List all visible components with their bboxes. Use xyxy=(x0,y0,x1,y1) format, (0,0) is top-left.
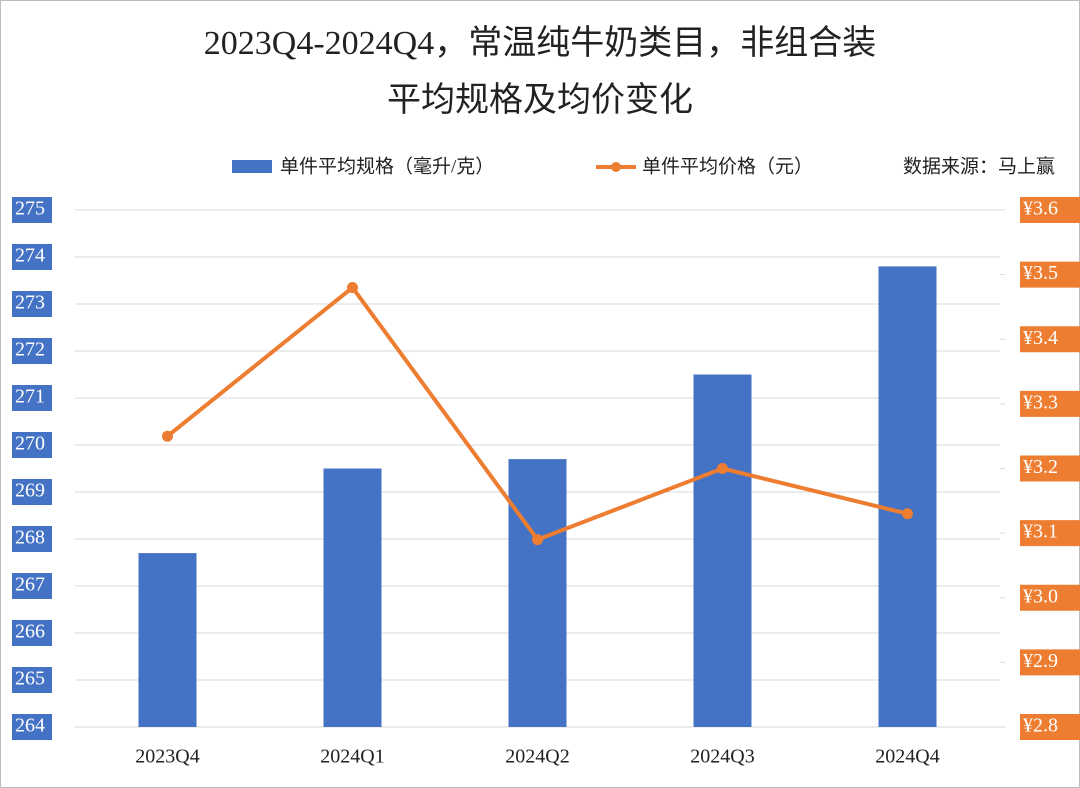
y-tick-label: 270 xyxy=(15,433,45,455)
y-tick-box xyxy=(12,385,52,411)
y-tick-label: 267 xyxy=(15,574,45,596)
y2-tick-label: ¥3.6 xyxy=(1023,198,1058,220)
y-tick-label: 268 xyxy=(15,527,45,549)
y-tick-box xyxy=(12,714,52,740)
y2-tick-box xyxy=(1020,197,1080,223)
y2-tick-label: ¥3.4 xyxy=(1023,327,1058,349)
y-tick-label: 265 xyxy=(15,668,45,690)
line-marker xyxy=(717,463,728,474)
y-tick-box xyxy=(12,479,52,505)
y2-tick-label: ¥2.8 xyxy=(1023,715,1058,737)
y-tick-box xyxy=(12,338,52,364)
y-tick-box xyxy=(12,573,52,599)
line-marker xyxy=(162,430,173,442)
y2-tick-label: ¥3.1 xyxy=(1023,521,1058,543)
y-tick-label: 274 xyxy=(15,245,45,267)
y-tick-box xyxy=(12,291,52,317)
y-tick-label: 266 xyxy=(15,621,45,643)
y2-tick-label: ¥3.0 xyxy=(1023,585,1058,607)
y-tick-label: 269 xyxy=(15,480,45,502)
y-tick-label: 271 xyxy=(15,386,45,408)
y-tick-box xyxy=(12,244,52,270)
x-tick-label: 2024Q1 xyxy=(320,746,384,768)
y2-tick-box xyxy=(1020,455,1080,482)
x-tick-label: 2024Q2 xyxy=(505,746,569,768)
y-tick-box xyxy=(12,197,52,223)
bar xyxy=(508,459,567,727)
y2-tick-box xyxy=(1020,261,1080,288)
bar xyxy=(138,553,197,727)
chart-title: 平均规格及均价变化 xyxy=(387,81,693,119)
y2-tick-label: ¥3.2 xyxy=(1023,456,1058,478)
legend-label: 单件平均规格（毫升/克） xyxy=(280,155,494,177)
y2-tick-box xyxy=(1020,649,1080,676)
y2-tick-box xyxy=(1020,520,1080,547)
y-tick-box xyxy=(12,667,52,693)
bar xyxy=(323,468,382,727)
y2-tick-box xyxy=(1020,326,1080,353)
chart-title: 2023Q4-2024Q4，常温纯牛奶类目，非组合装 xyxy=(204,24,876,62)
y2-tick-box xyxy=(1020,584,1080,611)
y-tick-label: 275 xyxy=(15,198,45,220)
bar xyxy=(693,374,752,727)
y2-tick-label: ¥3.3 xyxy=(1023,391,1058,413)
line-marker xyxy=(902,508,913,520)
legend-swatch xyxy=(232,160,272,173)
source-note: 数据来源：马上赢 xyxy=(903,155,1055,177)
line-marker xyxy=(347,282,358,294)
x-tick-label: 2024Q4 xyxy=(875,746,939,768)
y2-tick-label: ¥3.5 xyxy=(1023,262,1058,284)
x-tick-label: 2023Q4 xyxy=(135,746,199,768)
y2-tick-box xyxy=(1020,714,1080,740)
y-tick-box xyxy=(12,526,52,552)
y-tick-box xyxy=(12,620,52,646)
legend-swatch xyxy=(611,162,621,172)
y-tick-label: 272 xyxy=(15,339,45,361)
y2-tick-label: ¥2.9 xyxy=(1023,650,1058,672)
x-tick-label: 2024Q3 xyxy=(690,746,754,768)
bar xyxy=(878,266,937,727)
y-tick-label: 273 xyxy=(15,292,45,314)
y-tick-box xyxy=(12,432,52,458)
legend-label: 单件平均价格（元） xyxy=(642,155,813,177)
y2-tick-box xyxy=(1020,390,1080,417)
y-tick-label: 264 xyxy=(15,715,45,737)
line-marker xyxy=(532,534,543,546)
